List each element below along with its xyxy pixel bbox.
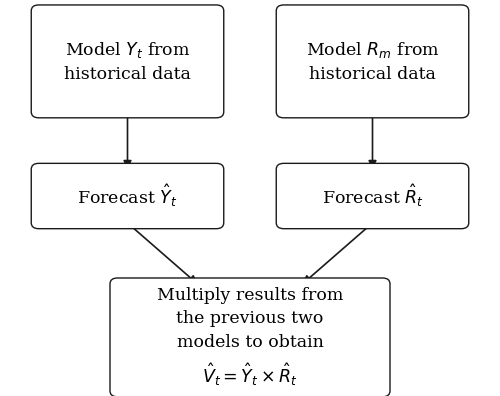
FancyBboxPatch shape — [32, 163, 224, 228]
Text: Model $R_m$ from
historical data: Model $R_m$ from historical data — [306, 40, 440, 83]
FancyBboxPatch shape — [110, 278, 390, 396]
Text: Model $Y_t$ from
historical data: Model $Y_t$ from historical data — [64, 40, 191, 83]
FancyBboxPatch shape — [276, 163, 469, 228]
FancyBboxPatch shape — [32, 5, 224, 118]
Text: Multiply results from
the previous two
models to obtain
$\hat{V}_t = \hat{Y}_t \: Multiply results from the previous two m… — [157, 287, 343, 388]
Text: Forecast $\hat{Y}_t$: Forecast $\hat{Y}_t$ — [77, 183, 178, 209]
Text: Forecast $\hat{R}_t$: Forecast $\hat{R}_t$ — [322, 183, 424, 209]
FancyBboxPatch shape — [276, 5, 469, 118]
